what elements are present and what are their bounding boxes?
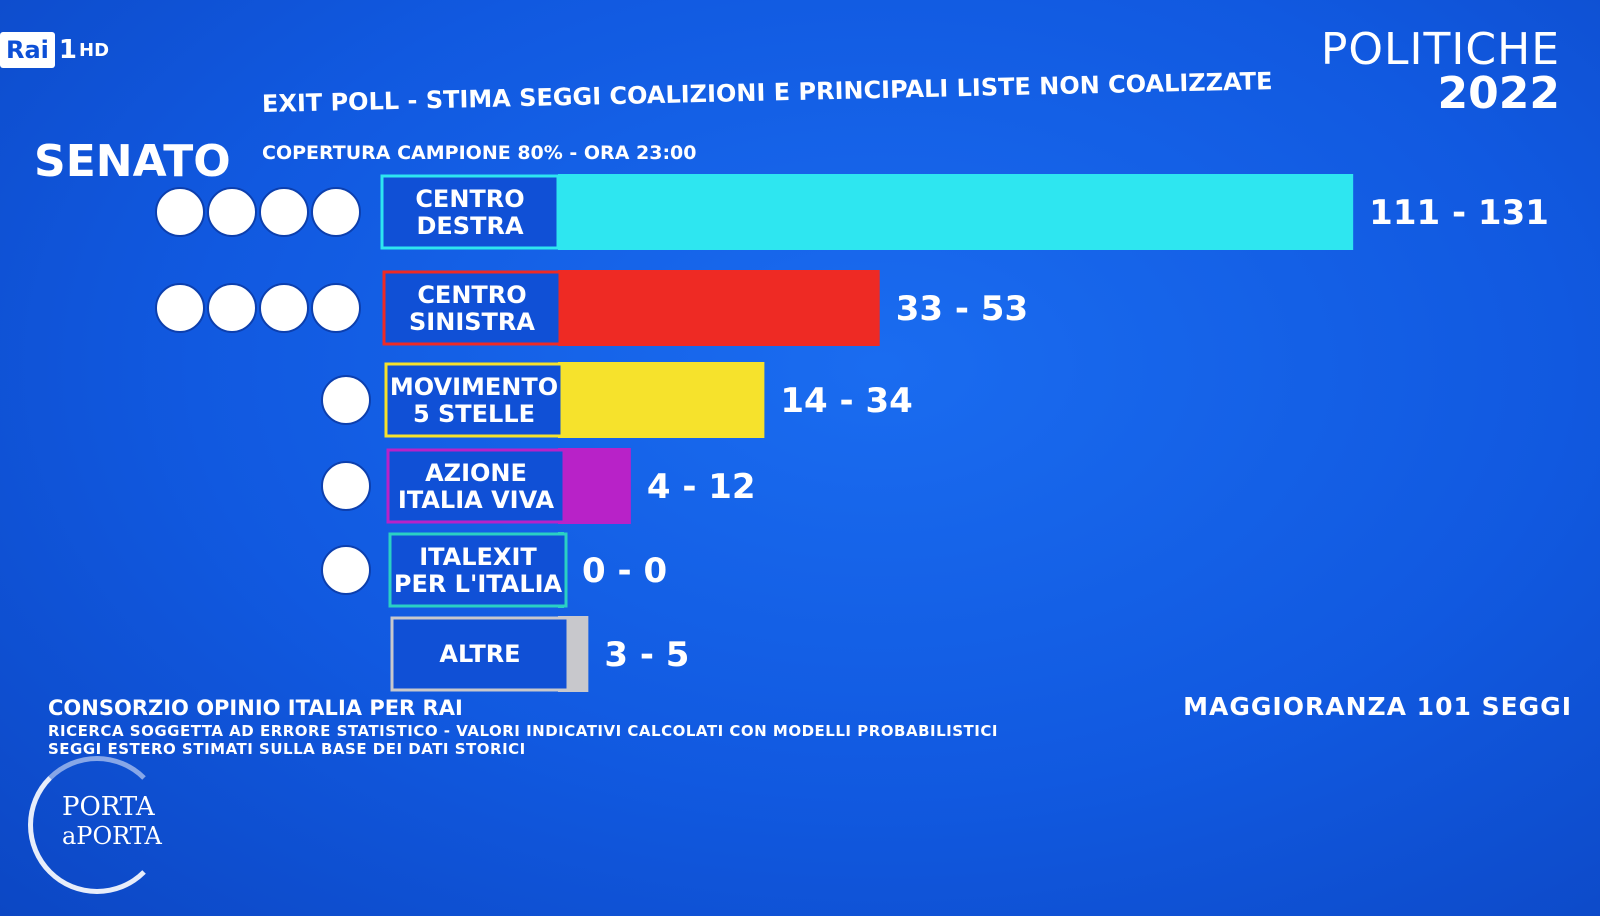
category-label-1-1: SINISTRA (409, 308, 535, 336)
value-label-0: 111 - 131 (1369, 193, 1549, 233)
party-logo-icon-3-0 (321, 461, 371, 511)
category-label-5-0: ALTRE (439, 640, 520, 668)
party-logo-icon-1-3 (311, 283, 361, 333)
election-year: 2022 (1437, 68, 1560, 119)
category-label-0-1: DESTRA (416, 212, 523, 240)
bar-label-box-3 (386, 448, 566, 524)
bar-2 (558, 362, 765, 438)
party-logo-icon-0-1 (207, 187, 257, 237)
category-label-4-1: PER L'ITALIA (394, 570, 563, 598)
rai-logo-box: Rai (0, 32, 55, 68)
party-logo-icon-4-0 (321, 545, 371, 595)
value-label-1: 33 - 53 (896, 289, 1028, 329)
bar-3 (558, 448, 631, 524)
category-label-1-0: CENTRO (417, 281, 526, 309)
bar-label-box-1 (382, 270, 562, 346)
chamber-title: SENATO (34, 136, 231, 187)
category-label-3-1: ITALIA VIVA (398, 486, 555, 514)
logo-ring (28, 756, 166, 894)
coverage-note: COPERTURA CAMPIONE 80% - ORA 23:00 (262, 142, 697, 164)
value-label-3: 4 - 12 (647, 467, 756, 507)
party-logo-icon-1-1 (207, 283, 257, 333)
bar-1 (558, 270, 880, 346)
bar-0 (558, 174, 1354, 250)
party-logo-icon-2-0 (321, 375, 371, 425)
category-label-3-0: AZIONE (425, 459, 527, 487)
party-logo-icon-0-3 (311, 187, 361, 237)
logo-text-line1: PORTA (62, 792, 155, 822)
majority-threshold: MAGGIORANZA 101 SEGGI (1183, 692, 1572, 721)
party-logo-icon-0-0 (155, 187, 205, 237)
value-label-2: 14 - 34 (780, 381, 912, 421)
value-label-5: 3 - 5 (604, 635, 689, 675)
bar-label-box-5 (390, 616, 570, 692)
hd-label: HD (79, 39, 110, 61)
party-logo-icon-1-0 (155, 283, 205, 333)
disclaimer-line2: SEGGI ESTERO STIMATI SULLA BASE DEI DATI… (48, 740, 526, 758)
category-label-4-0: ITALEXIT (419, 543, 537, 571)
category-label-0-0: CENTRO (415, 185, 524, 213)
category-label-2-0: MOVIMENTO (390, 373, 558, 401)
channel-number: 1 (58, 35, 77, 65)
logo-text-line2: aPORTA (62, 822, 162, 850)
party-logo-icon-1-2 (259, 283, 309, 333)
party-logo-icon-0-2 (259, 187, 309, 237)
bar-label-box-4 (388, 532, 568, 608)
category-label-2-1: 5 STELLE (413, 400, 535, 428)
value-label-4: 0 - 0 (582, 551, 667, 591)
bar-label-box-2 (384, 362, 564, 438)
bar-label-box-0 (380, 174, 560, 250)
rai1-hd-logo: Rai 1 HD (0, 32, 109, 68)
source-text: CONSORZIO OPINIO ITALIA PER RAI (48, 696, 463, 720)
election-title-line1: POLITICHE (1320, 24, 1560, 75)
disclaimer-line1: RICERCA SOGGETTA AD ERRORE STATISTICO - … (48, 722, 998, 740)
porta-a-porta-logo: PORTA aPORTA (28, 756, 168, 896)
election-title: POLITICHE 2022 (1321, 28, 1560, 116)
